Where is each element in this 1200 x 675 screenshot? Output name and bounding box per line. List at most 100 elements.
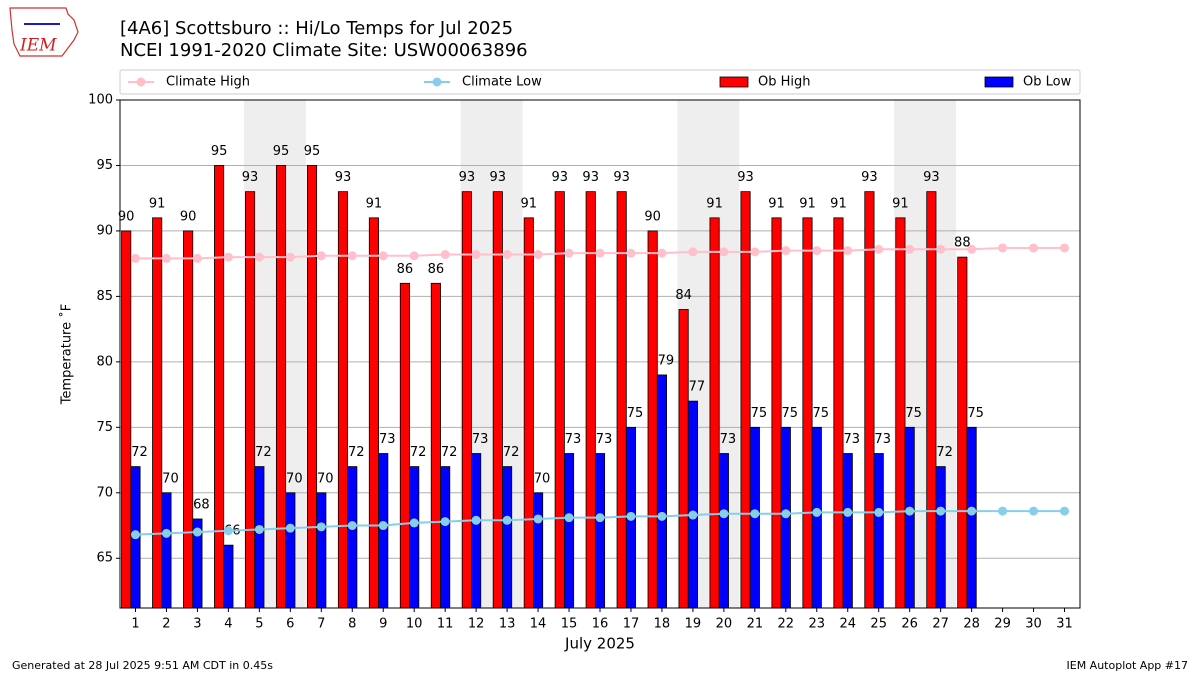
data-label: 72	[255, 445, 272, 460]
data-label: 79	[658, 353, 675, 368]
marker	[998, 243, 1008, 253]
bar	[152, 217, 163, 609]
bar	[904, 426, 915, 609]
bar	[647, 230, 658, 609]
data-label: 70	[317, 471, 334, 486]
marker	[471, 515, 481, 525]
data-label: 70	[162, 471, 179, 486]
bar	[842, 453, 853, 609]
marker	[843, 507, 853, 517]
marker	[719, 509, 729, 519]
marker	[688, 510, 698, 520]
data-label: 75	[627, 406, 644, 421]
x-tick-label: 1	[131, 617, 139, 632]
data-label: 88	[954, 236, 971, 251]
bar	[718, 453, 729, 609]
marker	[595, 513, 605, 523]
data-label: 75	[813, 406, 830, 421]
marker	[192, 253, 202, 263]
marker	[378, 521, 388, 531]
data-label: 90	[180, 209, 197, 224]
bar	[740, 191, 751, 609]
x-tick-label: 12	[468, 617, 485, 632]
bar	[502, 466, 513, 609]
marker	[905, 506, 915, 516]
bar	[378, 453, 389, 609]
marker	[130, 530, 140, 540]
marker	[812, 507, 822, 517]
marker	[812, 246, 822, 256]
data-label: 91	[830, 196, 847, 211]
marker	[719, 247, 729, 257]
marker	[502, 515, 512, 525]
marker	[967, 244, 977, 254]
bar	[966, 426, 977, 609]
data-label: 86	[397, 262, 414, 277]
x-tick-label: 7	[317, 617, 325, 632]
data-label: 93	[551, 170, 568, 185]
x-tick-label: 10	[406, 617, 423, 632]
marker	[533, 514, 543, 524]
y-tick-label: 75	[96, 420, 113, 435]
bar	[771, 217, 782, 609]
y-tick-label: 90	[96, 223, 113, 238]
data-label: 93	[613, 170, 630, 185]
data-label: 93	[335, 170, 352, 185]
data-label: 73	[720, 432, 737, 447]
x-tick-label: 28	[963, 617, 980, 632]
data-label: 90	[118, 209, 135, 224]
marker	[161, 528, 171, 538]
marker	[1029, 243, 1039, 253]
x-tick-label: 19	[685, 617, 702, 632]
bar	[245, 191, 256, 609]
bar	[709, 217, 720, 609]
marker	[874, 507, 884, 517]
bar	[183, 230, 194, 609]
marker	[1029, 506, 1039, 516]
bar	[347, 466, 358, 609]
bar	[471, 453, 482, 609]
data-label: 73	[472, 432, 489, 447]
x-axis-label: July 2025	[564, 635, 635, 653]
marker	[502, 249, 512, 259]
plot-frame	[119, 99, 1081, 609]
y-tick-label: 80	[96, 354, 113, 369]
marker	[564, 513, 574, 523]
x-tick-label: 5	[255, 617, 263, 632]
legend-marker	[136, 77, 146, 87]
legend-box	[119, 69, 1081, 95]
legend-swatch	[719, 76, 749, 88]
x-tick-label: 27	[932, 617, 949, 632]
data-label: 90	[644, 209, 661, 224]
x-tick-label: 4	[224, 617, 232, 632]
data-label: 93	[923, 170, 940, 185]
bar	[409, 466, 420, 609]
bar	[161, 492, 172, 609]
legend-label: Climate Low	[462, 75, 542, 90]
bar	[594, 453, 606, 609]
marker	[564, 248, 574, 258]
marker	[440, 249, 450, 259]
logo-text: IEM	[19, 36, 57, 56]
marker	[285, 523, 295, 533]
bar	[399, 282, 410, 609]
marker	[595, 248, 605, 258]
bar	[337, 191, 349, 609]
x-tick-label: 24	[839, 617, 856, 632]
bar	[926, 191, 937, 609]
marker	[192, 527, 202, 537]
x-tick-label: 15	[561, 617, 578, 632]
data-label: 70	[286, 471, 303, 486]
data-label: 73	[565, 432, 582, 447]
data-label: 77	[689, 380, 706, 395]
legend-label: Climate High	[166, 75, 250, 90]
x-tick-label: 18	[654, 617, 671, 632]
bar	[811, 426, 822, 609]
data-label: 91	[366, 196, 383, 211]
marker	[285, 252, 295, 262]
bar	[802, 217, 813, 609]
bar	[833, 217, 844, 609]
data-label: 91	[706, 196, 723, 211]
marker	[471, 249, 481, 259]
